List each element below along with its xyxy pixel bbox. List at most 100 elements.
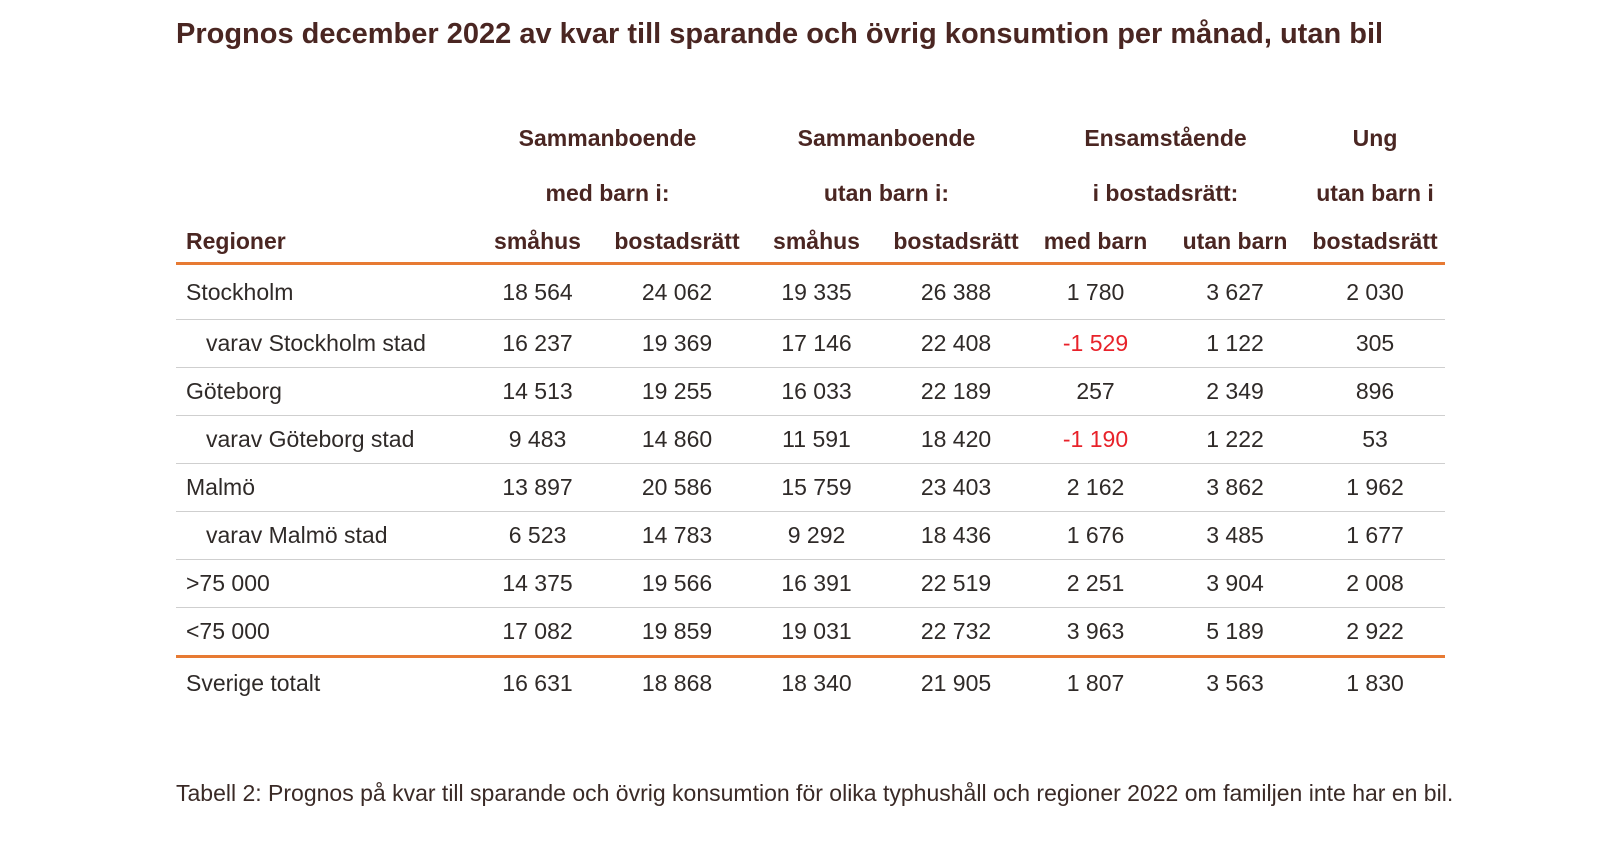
value-cell: 1 676 bbox=[1026, 511, 1165, 560]
table-caption: Tabell 2: Prognos på kvar till sparande … bbox=[176, 780, 1454, 806]
value-cell: 3 862 bbox=[1165, 463, 1306, 512]
value-cell: 14 860 bbox=[607, 415, 747, 464]
value-cell: 16 631 bbox=[502, 669, 573, 696]
value-cell: 18 340 bbox=[781, 669, 852, 696]
column-header: småhus bbox=[747, 220, 886, 265]
value-cell: 53 bbox=[1305, 415, 1446, 464]
value-cell: 9 483 bbox=[468, 415, 607, 464]
value-cell: 896 bbox=[1305, 367, 1446, 416]
header-empty bbox=[176, 166, 468, 220]
region-cell: varav Malmö stad bbox=[176, 511, 468, 560]
value-cell: 3 904 bbox=[1165, 559, 1306, 608]
value-cell: 11 591 bbox=[747, 415, 886, 464]
value-cell: 19 031 bbox=[747, 607, 886, 658]
header-row-columns: Regioner småhus bostadsrätt småhus bosta… bbox=[176, 220, 1446, 265]
value-cell: 3 485 bbox=[1165, 511, 1306, 560]
region-cell: Sverige totalt bbox=[186, 669, 321, 696]
value-cell: 22 408 bbox=[886, 319, 1026, 368]
table-row: varav Göteborg stad 9 483 14 860 11 591 … bbox=[176, 415, 1446, 464]
value-cell: 17 082 bbox=[468, 607, 607, 658]
value-cell: 19 369 bbox=[607, 319, 747, 368]
value-cell: 14 783 bbox=[607, 511, 747, 560]
table-row: Stockholm 18 564 24 062 19 335 26 388 1 … bbox=[176, 263, 1446, 320]
header-empty bbox=[176, 110, 468, 166]
table-row: Göteborg 14 513 19 255 16 033 22 189 257… bbox=[176, 367, 1446, 416]
value-cell: 17 146 bbox=[747, 319, 886, 368]
value-cell: 22 732 bbox=[886, 607, 1026, 658]
value-cell: 2 030 bbox=[1305, 263, 1446, 320]
value-cell: 257 bbox=[1026, 367, 1165, 416]
value-cell: 16 237 bbox=[468, 319, 607, 368]
column-header: utan barn bbox=[1165, 220, 1306, 265]
value-cell: 26 388 bbox=[886, 263, 1026, 320]
page-title: Prognos december 2022 av kvar till spara… bbox=[176, 18, 1384, 50]
value-cell: 1 780 bbox=[1026, 263, 1165, 320]
value-cell: 16 391 bbox=[747, 559, 886, 608]
group-header: Sammanboende bbox=[797, 124, 976, 151]
negative-value-cell: -1 190 bbox=[1026, 415, 1165, 464]
group-header: Ung bbox=[1352, 124, 1398, 151]
group-header: Sammanboende bbox=[518, 124, 697, 151]
value-cell: 16 033 bbox=[747, 367, 886, 416]
region-cell: >75 000 bbox=[176, 559, 468, 608]
total-row: Sverige totalt 16 631 18 868 18 340 21 9… bbox=[176, 657, 1445, 709]
value-cell: 15 759 bbox=[747, 463, 886, 512]
value-cell: 1 222 bbox=[1165, 415, 1306, 464]
value-cell: 2 349 bbox=[1165, 367, 1306, 416]
value-cell: 1 807 bbox=[1066, 669, 1125, 696]
region-cell: Göteborg bbox=[176, 367, 468, 416]
value-cell: 18 564 bbox=[468, 263, 607, 320]
table-row: varav Malmö stad 6 523 14 783 9 292 18 4… bbox=[176, 511, 1446, 560]
negative-value-cell: -1 529 bbox=[1026, 319, 1165, 368]
value-cell: 13 897 bbox=[468, 463, 607, 512]
table-row: <75 000 17 082 19 859 19 031 22 732 3 96… bbox=[176, 607, 1446, 658]
column-header: småhus bbox=[468, 220, 607, 265]
value-cell: 2 162 bbox=[1026, 463, 1165, 512]
column-header: bostadsrätt bbox=[607, 220, 747, 265]
value-cell: 19 255 bbox=[607, 367, 747, 416]
subgroup-header: utan barn i: bbox=[823, 179, 950, 206]
value-cell: 3 563 bbox=[1206, 669, 1264, 696]
value-cell: 3 627 bbox=[1165, 263, 1306, 320]
column-header: med barn bbox=[1026, 220, 1165, 265]
value-cell: 18 868 bbox=[641, 669, 713, 696]
value-cell: 21 905 bbox=[920, 669, 992, 696]
region-cell: varav Stockholm stad bbox=[176, 319, 468, 368]
value-cell: 20 586 bbox=[607, 463, 747, 512]
value-cell: 3 963 bbox=[1026, 607, 1165, 658]
region-cell: <75 000 bbox=[176, 607, 468, 658]
value-cell: 2 922 bbox=[1305, 607, 1446, 658]
value-cell: 14 513 bbox=[468, 367, 607, 416]
region-cell: Malmö bbox=[176, 463, 468, 512]
header-row-groups: Sammanboende Sammanboende Ensamstående U… bbox=[176, 110, 1445, 166]
subgroup-header: med barn i: bbox=[545, 179, 670, 206]
value-cell: 1 122 bbox=[1165, 319, 1306, 368]
column-header: bostadsrätt bbox=[886, 220, 1026, 265]
value-cell: 1 962 bbox=[1305, 463, 1446, 512]
value-cell: 23 403 bbox=[886, 463, 1026, 512]
value-cell: 19 566 bbox=[607, 559, 747, 608]
region-cell: Stockholm bbox=[176, 263, 468, 320]
region-cell: varav Göteborg stad bbox=[176, 415, 468, 464]
value-cell: 305 bbox=[1305, 319, 1446, 368]
value-cell: 24 062 bbox=[607, 263, 747, 320]
value-cell: 1 677 bbox=[1305, 511, 1446, 560]
data-table: Sammanboende Sammanboende Ensamstående U… bbox=[176, 110, 1446, 709]
subgroup-header: utan barn i bbox=[1316, 179, 1434, 206]
table-row: Malmö 13 897 20 586 15 759 23 403 2 162 … bbox=[176, 463, 1446, 512]
value-cell: 14 375 bbox=[468, 559, 607, 608]
header-row-subgroups: med barn i: utan barn i: i bostadsrätt: … bbox=[176, 166, 1445, 220]
value-cell: 2 008 bbox=[1305, 559, 1446, 608]
value-cell: 9 292 bbox=[747, 511, 886, 560]
value-cell: 6 523 bbox=[468, 511, 607, 560]
group-header: Ensamstående bbox=[1084, 124, 1247, 151]
table-row: >75 000 14 375 19 566 16 391 22 519 2 25… bbox=[176, 559, 1446, 608]
value-cell: 22 189 bbox=[886, 367, 1026, 416]
value-cell: 22 519 bbox=[886, 559, 1026, 608]
column-header: bostadsrätt bbox=[1305, 220, 1446, 265]
region-column-header: Regioner bbox=[176, 220, 468, 265]
value-cell: 18 436 bbox=[886, 511, 1026, 560]
value-cell: 2 251 bbox=[1026, 559, 1165, 608]
subgroup-header: i bostadsrätt: bbox=[1092, 179, 1239, 206]
value-cell: 19 859 bbox=[607, 607, 747, 658]
